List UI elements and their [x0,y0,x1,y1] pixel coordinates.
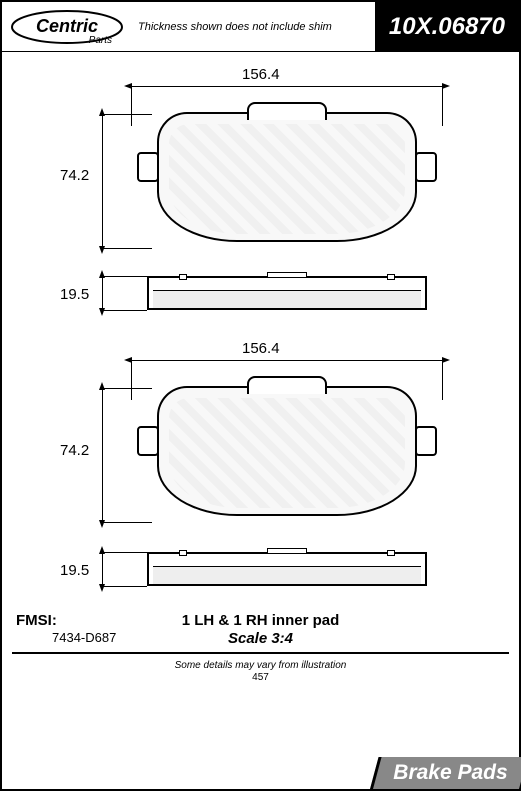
pad-ear-left [137,426,159,456]
side-lug [179,550,187,556]
side-lug [387,550,395,556]
pad-ear-right [415,152,437,182]
ext-line [102,522,152,523]
dim-width-2: 156.4 [242,340,280,357]
page: Centric Parts Thickness shown does not i… [0,0,521,791]
outer-pad-side-view [147,276,427,310]
footer-divider [12,652,509,654]
dim-width-1: 156.4 [242,66,280,83]
category-badge: Brake Pads [370,757,521,789]
dim-line [132,360,442,361]
brand-logo: Centric Parts [2,2,132,52]
outer-pad-front-view [157,112,417,242]
ext-line [102,248,152,249]
side-backplate [153,566,421,584]
ext-line [442,86,443,126]
dim-thickness-1: 19.5 [60,286,89,303]
dim-line [102,388,103,522]
side-clip [267,548,307,554]
ext-line [131,86,132,126]
ext-line [131,360,132,400]
pad-body [157,386,417,516]
dim-line [102,552,103,586]
dim-thickness-2: 19.5 [60,562,89,579]
category-text: Brake Pads [393,761,507,785]
dim-line [102,276,103,310]
brand-subtext: Parts [89,35,112,46]
dim-height-2: 74.2 [60,442,89,459]
dim-height-1: 74.2 [60,167,89,184]
ext-line [442,360,443,400]
page-number: 457 [2,672,519,683]
variance-note: Some details may vary from illustration [2,660,519,671]
side-lug [387,274,395,280]
arrow-icon [442,357,450,363]
ext-line [102,552,147,553]
pad-ear-right [415,426,437,456]
dim-line [102,114,103,248]
drawing-area: 156.4 74.2 19.5 [2,52,519,732]
side-body [147,552,427,586]
part-number: 10X.06870 [375,2,519,52]
side-body [147,276,427,310]
arrow-icon [442,83,450,89]
ext-line [102,114,152,115]
pad-body [157,112,417,242]
inner-pad-front-view [157,386,417,516]
ext-line [102,310,147,311]
pad-ear-left [137,152,159,182]
side-lug [179,274,187,280]
pad-top-clip [247,376,327,394]
header-bar: Centric Parts Thickness shown does not i… [2,2,519,52]
pad-friction-surface [169,398,405,508]
inner-pad-side-view [147,552,427,586]
ext-line [102,586,147,587]
side-clip [267,272,307,278]
ext-line [102,388,152,389]
side-backplate [153,290,421,308]
thickness-note: Thickness shown does not include shim [132,21,375,33]
dim-line [132,86,442,87]
ext-line [102,276,147,277]
pad-top-clip [247,102,327,120]
pad-friction-surface [169,124,405,234]
